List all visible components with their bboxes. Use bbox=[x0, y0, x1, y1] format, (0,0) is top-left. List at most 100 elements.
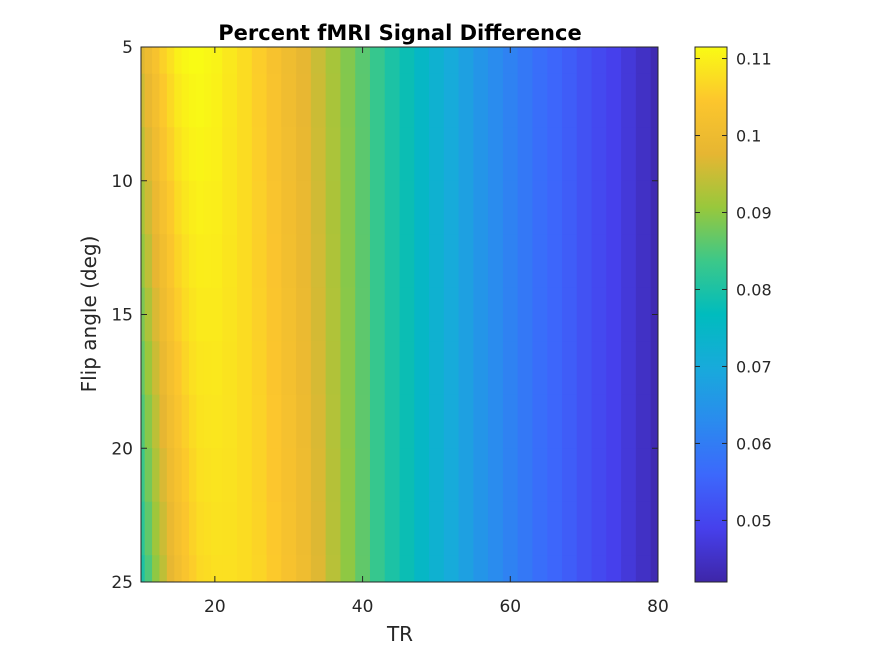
heatmap-cell bbox=[621, 127, 637, 182]
heatmap-cell bbox=[141, 234, 146, 289]
heatmap-cell bbox=[340, 448, 356, 503]
heatmap-cell bbox=[281, 555, 297, 582]
heatmap-cell bbox=[606, 73, 622, 128]
heatmap-cell bbox=[174, 394, 183, 449]
heatmap-cell bbox=[621, 180, 637, 235]
heatmap-cell bbox=[561, 501, 578, 556]
heatmap-cell bbox=[281, 287, 297, 342]
heatmap-cell bbox=[181, 501, 190, 556]
heatmap-cell bbox=[189, 287, 197, 342]
heatmap-cell bbox=[576, 501, 593, 556]
heatmap-cell bbox=[488, 73, 504, 128]
heatmap-cell bbox=[144, 287, 153, 342]
heatmap-cell bbox=[429, 394, 445, 449]
heatmap-cell bbox=[458, 180, 474, 235]
heatmap-cell bbox=[561, 448, 578, 503]
heatmap-cell bbox=[203, 127, 212, 182]
heatmap-cell bbox=[532, 73, 548, 128]
heatmap-cell bbox=[222, 448, 238, 503]
heatmap-cell bbox=[547, 341, 563, 396]
heatmap-cell bbox=[517, 127, 534, 182]
heatmap-cell bbox=[458, 127, 474, 182]
heatmap-cell bbox=[502, 448, 519, 503]
heatmap-cell bbox=[635, 234, 652, 289]
heatmap-cell bbox=[266, 127, 282, 182]
heatmap-cell bbox=[591, 501, 607, 556]
heatmap-cell bbox=[458, 73, 474, 128]
heatmap-cell bbox=[152, 448, 161, 503]
heatmap-cell bbox=[414, 341, 430, 396]
heatmap-cell bbox=[532, 234, 548, 289]
heatmap-cell bbox=[203, 555, 212, 582]
heatmap-cell bbox=[211, 287, 223, 342]
heatmap-cell bbox=[181, 287, 190, 342]
heatmap-cell bbox=[458, 501, 474, 556]
heatmap-cell bbox=[152, 73, 161, 128]
heatmap-cell bbox=[181, 73, 190, 128]
heatmap-cell bbox=[532, 448, 548, 503]
heatmap-cell bbox=[621, 47, 637, 75]
colorbar-tick-label: 0.07 bbox=[736, 357, 772, 376]
heatmap-cell bbox=[384, 394, 401, 449]
heatmap-cell bbox=[502, 180, 519, 235]
heatmap-cell bbox=[458, 47, 474, 75]
heatmap-cell bbox=[488, 555, 504, 582]
heatmap-cell bbox=[266, 234, 282, 289]
heatmap-cell bbox=[251, 448, 268, 503]
heatmap-cell bbox=[222, 555, 238, 582]
heatmap-cell bbox=[355, 73, 371, 128]
heatmap-cell bbox=[547, 73, 563, 128]
heatmap-cell bbox=[369, 287, 386, 342]
heatmap-cell bbox=[576, 448, 593, 503]
heatmap-cell bbox=[222, 127, 238, 182]
heatmap-cell bbox=[310, 448, 327, 503]
heatmap-cell bbox=[144, 501, 153, 556]
heatmap-cell bbox=[621, 501, 637, 556]
heatmap-cell bbox=[576, 394, 593, 449]
heatmap-cell bbox=[266, 180, 282, 235]
heatmap-cell bbox=[196, 180, 205, 235]
heatmap-cell bbox=[591, 555, 607, 582]
heatmap-cell bbox=[237, 555, 253, 582]
heatmap-cell bbox=[606, 448, 622, 503]
heatmap-cell bbox=[144, 394, 153, 449]
heatmap-cell bbox=[222, 180, 238, 235]
heatmap-cell bbox=[650, 180, 658, 235]
x-axis: 20 40 60 80 bbox=[204, 47, 669, 617]
heatmap-cell bbox=[399, 448, 415, 503]
heatmap-cell bbox=[621, 287, 637, 342]
heatmap-cell bbox=[473, 341, 489, 396]
heatmap-cell bbox=[211, 341, 223, 396]
heatmap-cell bbox=[650, 47, 658, 75]
heatmap-cell bbox=[166, 394, 175, 449]
heatmap-cell bbox=[384, 448, 401, 503]
heatmap-cell bbox=[621, 394, 637, 449]
chart-title: Percent fMRI Signal Difference bbox=[218, 21, 581, 45]
heatmap-cell bbox=[517, 287, 534, 342]
heatmap-cell bbox=[502, 394, 519, 449]
heatmap-cell bbox=[251, 73, 268, 128]
heatmap-cell bbox=[355, 448, 371, 503]
heatmap-cell bbox=[473, 501, 489, 556]
heatmap-cell bbox=[174, 73, 183, 128]
heatmap-cell bbox=[211, 394, 223, 449]
heatmap-cell bbox=[189, 127, 197, 182]
heatmap-cell bbox=[310, 234, 327, 289]
heatmap-cell bbox=[502, 501, 519, 556]
heatmap-cell bbox=[211, 73, 223, 128]
heatmap-cell bbox=[281, 73, 297, 128]
heatmap-cell bbox=[251, 127, 268, 182]
heatmap-cell bbox=[591, 448, 607, 503]
heatmap-cell bbox=[340, 287, 356, 342]
heatmap-cell bbox=[369, 555, 386, 582]
heatmap-cell bbox=[325, 341, 342, 396]
heatmap-cell bbox=[488, 47, 504, 75]
heatmap-cell bbox=[325, 47, 342, 75]
heatmap-cell bbox=[414, 448, 430, 503]
heatmap-cell bbox=[532, 47, 548, 75]
heatmap-cell bbox=[196, 47, 205, 75]
heatmap-cell bbox=[355, 47, 371, 75]
heatmap-cell bbox=[399, 341, 415, 396]
heatmap-cell bbox=[621, 448, 637, 503]
